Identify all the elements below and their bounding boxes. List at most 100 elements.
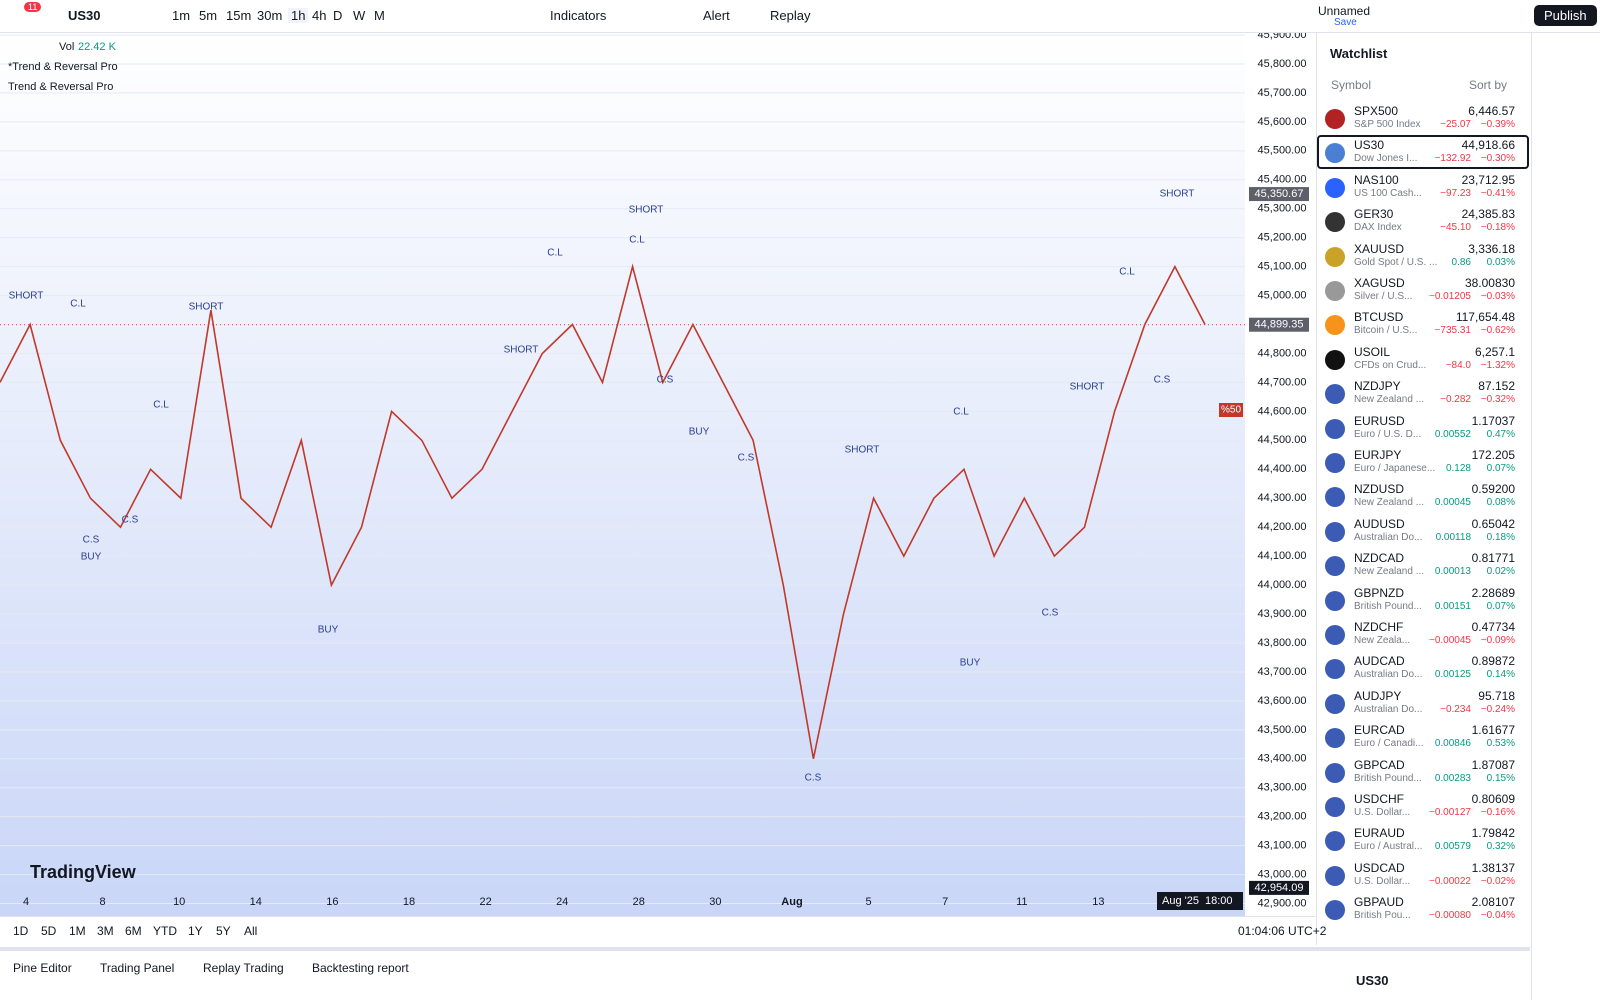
watchlist-row[interactable]: EURJPY Euro / Japanese... 172.205 0.128 0.07… <box>1317 445 1529 479</box>
bottom-tab[interactable]: Trading Panel <box>100 961 175 975</box>
x-tick-label: Aug <box>781 896 802 908</box>
range-button[interactable]: 6M <box>125 924 142 938</box>
publish-button[interactable]: Publish <box>1534 5 1597 26</box>
change: −0.00022 <box>1429 875 1471 887</box>
y-tick-label: 44,800.00 <box>1258 347 1307 359</box>
range-button[interactable]: 1Y <box>188 924 203 938</box>
alert-button[interactable]: Alert <box>703 8 730 23</box>
signal-label: C.S <box>83 535 100 546</box>
interval-button[interactable]: 1h <box>288 8 309 23</box>
signal-label: C.L <box>153 400 169 411</box>
watchlist-row[interactable]: GBPAUD British Pou... 2.08107 −0.00080 −0.04… <box>1317 892 1529 926</box>
replay-button[interactable]: Replay <box>770 8 811 23</box>
x-tick-label: 10 <box>173 896 185 908</box>
watchlist: Watchlist Symbol Sort by SPX500 S&P 500 Inde… <box>1316 33 1531 945</box>
symbol-icon <box>1325 418 1345 439</box>
footer-symbol[interactable]: US30 <box>1356 973 1389 988</box>
symbol-name: AUDUSD <box>1354 516 1405 531</box>
watchlist-row[interactable]: NZDCAD New Zealand ... 0.81771 0.00013 0.02% <box>1317 548 1529 582</box>
symbol-name: GER30 <box>1354 207 1394 222</box>
y-tick-label: 45,900.00 <box>1258 33 1307 41</box>
watchlist-row[interactable]: XAGUSD Silver / U.S... 38.00830 −0.01205 −0.… <box>1317 273 1529 307</box>
symbol-search[interactable]: US30 <box>68 8 101 23</box>
save-label[interactable]: Save <box>1334 17 1357 28</box>
watchlist-row[interactable]: GER30 DAX Index 24,385.83 −45.10 −0.18% <box>1317 204 1529 238</box>
watchlist-row[interactable]: NZDJPY New Zealand ... 87.152 −0.282 −0.32% <box>1317 376 1529 410</box>
watchlist-row[interactable]: SPX500 S&P 500 Index 6,446.57 −25.07 −0.39% <box>1317 101 1529 135</box>
watchlist-row[interactable]: NZDCHF New Zeala... 0.47734 −0.00045 −0.09% <box>1317 617 1529 651</box>
watchlist-title[interactable]: Watchlist <box>1330 46 1388 61</box>
watchlist-row[interactable]: NAS100 US 100 Cash... 23,712.95 −97.23 −0.41… <box>1317 170 1529 204</box>
change: 0.00151 <box>1434 600 1471 612</box>
watchlist-row[interactable]: US30 Dow Jones I... 44,918.66 −132.92 −0.30% <box>1317 135 1529 170</box>
range-button[interactable]: 3M <box>97 924 114 938</box>
watchlist-row[interactable]: XAUUSD Gold Spot / U.S. ... 3,336.18 0.86 0.… <box>1317 239 1529 273</box>
watchlist-row[interactable]: EURUSD Euro / U.S. D... 1.17037 0.00552 0.47… <box>1317 411 1529 445</box>
indicators-button[interactable]: Indicators <box>550 8 607 23</box>
last-price: 1.17037 <box>1471 413 1515 428</box>
range-bar: 1D 5D 1M 3M 6M YTD 1Y 5Y All 01:04:06 UTC+2 <box>0 916 1326 947</box>
watchlist-row[interactable]: AUDJPY Australian Do... 95.718 −0.234 −0.24% <box>1317 686 1529 720</box>
watchlist-row[interactable]: EURCAD Euro / Canadi... 1.61677 0.00846 0.53… <box>1317 720 1529 754</box>
change-percent: 0.53% <box>1486 738 1515 750</box>
x-tick-label: 8 <box>100 896 106 908</box>
column-symbol: Symbol <box>1331 78 1372 92</box>
last-price: 0.81771 <box>1471 551 1515 566</box>
signal-label: SHORT <box>1160 189 1195 200</box>
range-button[interactable]: 1D <box>13 924 29 938</box>
interval-button[interactable]: W <box>353 8 366 23</box>
bottom-tab[interactable]: Backtesting report <box>312 961 409 975</box>
signal-label: BUY <box>689 427 710 438</box>
range-button[interactable]: All <box>244 924 258 938</box>
watchlist-row[interactable]: GBPCAD British Pound... 1.87087 0.00283 0.15… <box>1317 755 1529 789</box>
range-button[interactable]: 1M <box>69 924 86 938</box>
change: −0.00080 <box>1429 910 1471 922</box>
watchlist-row[interactable]: NZDUSD New Zealand ... 0.59200 0.00045 0.08% <box>1317 479 1529 513</box>
symbol-icon <box>1325 900 1345 921</box>
change: −0.282 <box>1440 394 1471 406</box>
logo: TradingView <box>30 862 137 882</box>
change-percent: 0.07% <box>1486 463 1515 474</box>
change: −84.0 <box>1445 359 1471 371</box>
y-tick-label: 44,200.00 <box>1258 521 1307 533</box>
indicator-label: *Trend & Reversal Pro <box>8 61 118 73</box>
watchlist-row[interactable]: USDCHF U.S. Dollar... 0.80609 −0.00127 −0.16… <box>1317 789 1529 823</box>
interval-button[interactable]: 4h <box>312 8 327 23</box>
interval-button[interactable]: 5m <box>199 8 218 23</box>
symbol-desc: Euro / U.S. D... <box>1354 428 1422 440</box>
change: −735.31 <box>1434 325 1471 337</box>
clock: 01:04:06 UTC+2 <box>1238 924 1327 938</box>
watchlist-row[interactable]: AUDCAD Australian Do... 0.89872 0.00125 0.14… <box>1317 651 1529 685</box>
watchlist-row[interactable]: GBPNZD British Pound... 2.28689 0.00151 0.07… <box>1317 583 1529 617</box>
symbol-name: GBPCAD <box>1354 757 1405 772</box>
price-tag <box>1249 880 1309 895</box>
interval-button[interactable]: 15m <box>226 8 252 23</box>
layout-name[interactable]: Unnamed <box>1318 4 1371 18</box>
interval-button[interactable]: 30m <box>257 8 283 23</box>
interval-button[interactable]: D <box>333 8 343 23</box>
chart-background <box>0 33 1245 916</box>
bottom-tab[interactable]: Replay Trading <box>203 961 284 975</box>
last-price: 6,257.1 <box>1474 344 1515 359</box>
x-tick-label: 16 <box>326 896 338 908</box>
watchlist-row[interactable]: BTCUSD Bitcoin / U.S... 117,654.48 −735.31−… <box>1317 307 1529 341</box>
watchlist-row[interactable]: AUDUSD Australian Do... 0.65042 0.00118 0.18… <box>1317 514 1529 548</box>
interval-button[interactable]: 1m <box>172 8 191 23</box>
range-button[interactable]: 5Y <box>216 924 231 938</box>
range-button[interactable]: 5D <box>41 924 57 938</box>
y-tick-label: 43,000.00 <box>1258 869 1307 881</box>
x-tick-label: 11 <box>1016 896 1027 908</box>
interval-button[interactable]: M <box>374 8 385 23</box>
bottom-tab[interactable]: Pine Editor <box>13 961 72 975</box>
symbol-icon <box>1325 315 1345 336</box>
pct-tag <box>1219 403 1243 417</box>
range-button[interactable]: YTD <box>153 924 177 938</box>
signal-label: C.L <box>1119 267 1135 278</box>
watchlist-row[interactable]: USDCAD U.S. Dollar... 1.38137 −0.00022 −0.02… <box>1317 858 1529 892</box>
symbol-icon <box>1325 693 1345 714</box>
watchlist-row[interactable]: EURAUD Euro / Austral... 1.79842 0.00579 0.3… <box>1317 823 1529 857</box>
watchlist-row[interactable]: USOIL CFDs on Crud... 6,257.1 −84.0 −1.32% <box>1317 342 1529 376</box>
symbol-name: NZDCAD <box>1354 551 1404 566</box>
symbol-desc: New Zeala... <box>1354 635 1411 646</box>
sort-button[interactable]: Sort by <box>1469 78 1508 92</box>
